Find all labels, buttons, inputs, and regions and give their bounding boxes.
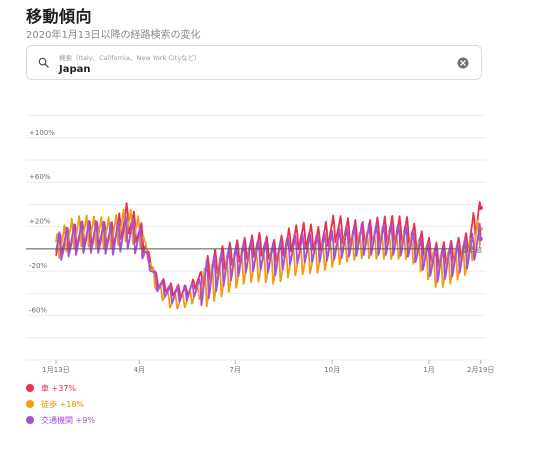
y-tick-label: -20% <box>29 262 47 270</box>
page-title: 移動傾向 <box>26 7 93 26</box>
search-box[interactable]: 検索（Italy、California、New York Cityなど） Jap… <box>26 45 482 80</box>
series-line-transit <box>55 214 482 307</box>
x-tick-label: 1月 <box>423 366 434 374</box>
x-tick-label: 4月 <box>134 366 145 374</box>
search-icon <box>38 57 49 68</box>
series-endpoint-transit <box>478 236 483 242</box>
x-tick-label: 10月 <box>324 366 340 374</box>
clear-icon[interactable] <box>457 57 469 69</box>
legend-label-walking: 徒歩 +18% <box>41 400 85 409</box>
legend-label-transit: 交通機関 +9% <box>41 416 95 425</box>
search-placeholder: 検索（Italy、California、New York Cityなど） <box>59 54 201 62</box>
baseline-label: 基準値 <box>461 245 482 254</box>
y-tick-label: -60% <box>29 307 47 315</box>
y-tick-label: +60% <box>29 173 51 181</box>
legend-dot-transit <box>26 416 34 424</box>
search-input[interactable]: Japan <box>59 64 91 75</box>
page-subtitle: 2020年1月13日以降の経路検索の変化 <box>26 30 201 41</box>
y-tick-label: +20% <box>29 218 51 226</box>
x-tick-label: 1月13日 <box>42 366 69 374</box>
series-endpoint-driving <box>478 205 483 210</box>
x-tick-label: 2月19日 <box>467 366 494 374</box>
legend-dot-driving <box>26 384 34 392</box>
legend-dot-walking <box>26 400 34 408</box>
legend-label-driving: 車 +37% <box>41 384 77 393</box>
x-tick-label: 7月 <box>229 366 240 374</box>
y-tick-label: +100% <box>29 129 55 137</box>
